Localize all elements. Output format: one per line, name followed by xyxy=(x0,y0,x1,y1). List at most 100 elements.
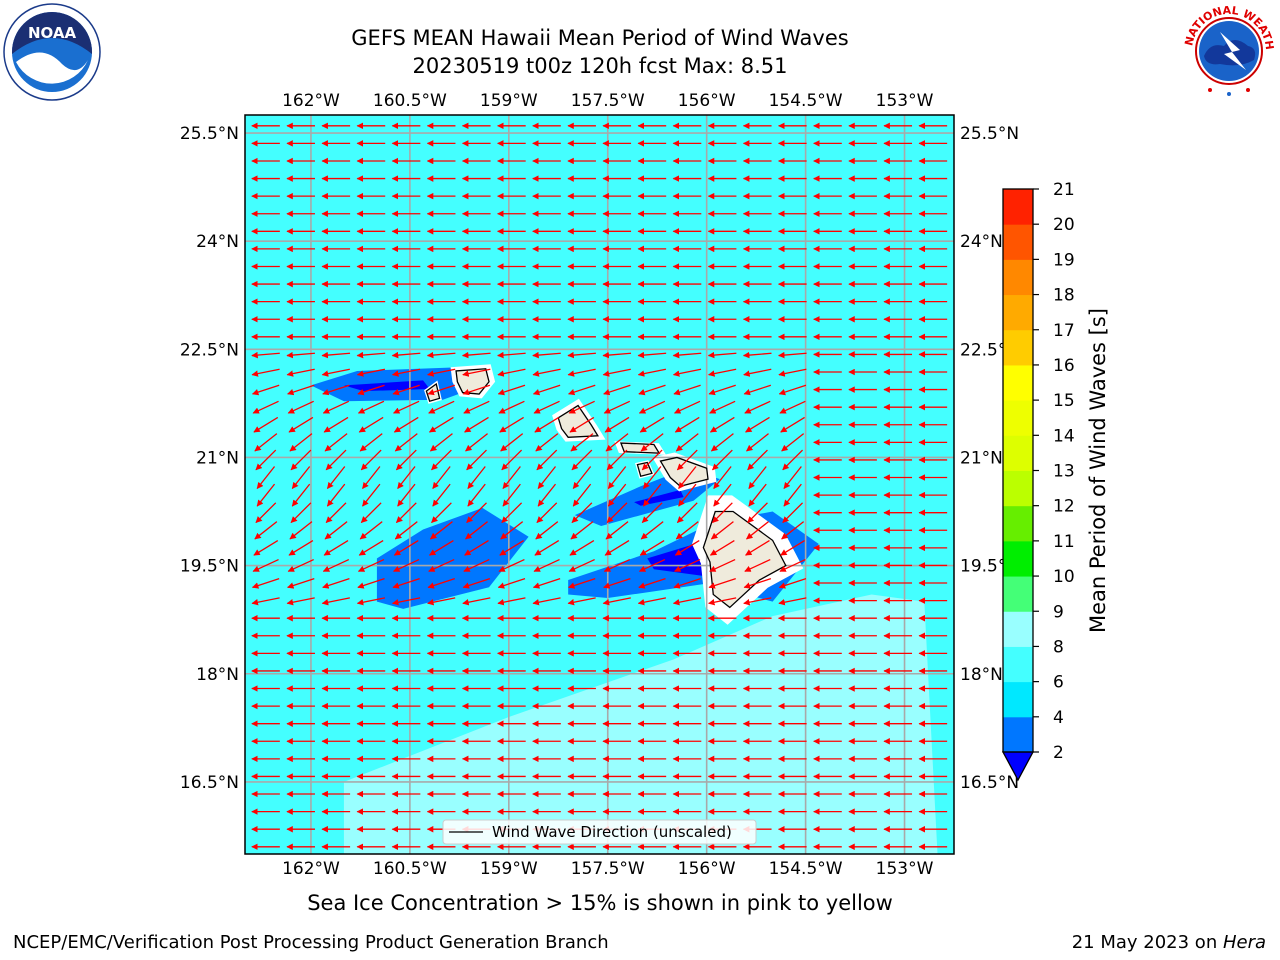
wind-wave-arrow xyxy=(360,449,382,471)
wind-wave-arrow xyxy=(463,400,490,414)
footer-left: NCEP/EMC/Verification Post Processing Pr… xyxy=(13,932,609,953)
colorbar-segment xyxy=(1003,716,1033,753)
wind-wave-arrow xyxy=(778,578,807,589)
wind-wave-arrow xyxy=(710,521,734,540)
wind-wave-arrow xyxy=(674,400,701,414)
x-tick-label-top: 154.5°W xyxy=(769,91,843,111)
wind-wave-arrow xyxy=(465,433,488,452)
wind-wave-arrow xyxy=(745,539,770,556)
island-hawaii xyxy=(702,510,787,609)
wind-wave-arrow xyxy=(462,384,491,396)
y-tick-label-left: 21°N xyxy=(196,448,239,468)
wind-wave-arrow xyxy=(356,597,386,606)
chart-title-line1: GEFS MEAN Hawaii Mean Period of Wind Wav… xyxy=(351,26,849,50)
wind-wave-arrow xyxy=(251,351,280,359)
colorbar-tick-label: 18 xyxy=(1053,286,1075,306)
wind-wave-arrow xyxy=(256,483,276,507)
wind-wave-arrow xyxy=(744,558,771,572)
y-tick-label-left: 19.5°N xyxy=(180,557,239,577)
wind-wave-arrow xyxy=(323,539,349,556)
colorbar-label: Mean Period of Wind Waves [s] xyxy=(1086,308,1110,633)
nws-logo: NATIONAL WEATHER SERVICE xyxy=(1176,0,1278,100)
wind-wave-arrow xyxy=(537,466,557,489)
wind-wave-arrow xyxy=(638,558,666,572)
wind-wave-arrow xyxy=(501,502,523,524)
colorbar-segment xyxy=(1003,259,1033,296)
x-tick-label-bottom: 153°W xyxy=(876,859,934,879)
wind-wave-arrow xyxy=(462,597,491,606)
wind-wave-arrow xyxy=(393,416,419,433)
colorbar-segment xyxy=(1003,329,1033,366)
wind-wave-arrow xyxy=(429,433,453,452)
colorbar-tick-label: 16 xyxy=(1053,356,1075,376)
wind-wave-arrow xyxy=(431,502,452,524)
wind-wave-arrow xyxy=(742,351,772,359)
wind-wave-arrow xyxy=(324,521,348,540)
wind-wave-arrow xyxy=(606,449,628,471)
wind-wave-arrow xyxy=(393,539,419,556)
colorbar-segment xyxy=(1003,576,1033,612)
wind-wave-arrow xyxy=(427,368,456,377)
wind-wave-arrow xyxy=(638,384,666,396)
wind-wave-arrow xyxy=(748,466,767,489)
x-tick-label-top: 157.5°W xyxy=(571,91,645,111)
colorbar-segment xyxy=(1003,224,1033,260)
wind-wave-arrow xyxy=(498,400,525,414)
colorbar-segment xyxy=(1003,540,1033,577)
wind-wave-arrow xyxy=(362,483,381,507)
wind-wave-arrow xyxy=(255,502,277,524)
wind-wave-arrow xyxy=(602,597,631,606)
footer-right: 21 May 2023 on Hera xyxy=(1072,932,1266,953)
wind-wave-arrow xyxy=(462,578,491,589)
wind-wave-arrow xyxy=(394,433,418,452)
wind-wave-arrow xyxy=(251,368,280,377)
wind-wave-arrow xyxy=(572,466,592,489)
wind-wave-arrow xyxy=(357,578,385,589)
island-oahu xyxy=(557,404,599,438)
colorbar-segment xyxy=(1003,364,1033,401)
wind-wave-arrow xyxy=(499,416,524,433)
wind-wave-arrow xyxy=(678,483,697,507)
sea-ice-note: Sea Ice Concentration > 15% is shown in … xyxy=(307,891,893,915)
wind-wave-arrow xyxy=(427,384,455,396)
wind-wave-arrow xyxy=(604,416,630,433)
wind-wave-arrow xyxy=(391,351,421,359)
wind-wave-arrow xyxy=(642,466,662,489)
colorbar-segment xyxy=(1003,470,1033,507)
wind-wave-arrow xyxy=(356,351,386,359)
wind-wave-arrow xyxy=(712,449,733,471)
wind-wave-arrow xyxy=(322,384,350,396)
wind-wave-arrow xyxy=(778,351,807,359)
wind-wave-arrow xyxy=(287,578,315,589)
wind-wave-arrow xyxy=(288,416,314,433)
wind-wave-arrow xyxy=(781,433,805,452)
wind-wave-arrow xyxy=(603,384,631,396)
wind-wave-arrow xyxy=(570,433,594,452)
wind-wave-arrow xyxy=(676,502,698,524)
wind-wave-arrow xyxy=(603,578,631,589)
colorbar-tick-label: 8 xyxy=(1053,637,1064,657)
wind-wave-arrow xyxy=(286,368,315,377)
y-tick-label-right: 16.5°N xyxy=(960,773,1019,793)
colorbar-segment xyxy=(1003,681,1033,718)
wind-wave-arrow xyxy=(709,400,736,414)
wind-wave-arrow xyxy=(395,502,417,524)
y-tick-label-right: 25.5°N xyxy=(960,124,1019,144)
noaa-logo: NOAA xyxy=(2,2,102,102)
wind-wave-arrow xyxy=(252,400,279,414)
wind-wave-arrow xyxy=(359,521,383,540)
island-maui xyxy=(659,456,709,488)
wind-wave-arrow xyxy=(570,521,594,540)
colorbar-tick-label: 6 xyxy=(1053,673,1064,693)
wind-wave-arrow xyxy=(322,558,350,572)
wind-wave-arrow xyxy=(709,539,735,556)
wind-wave-arrow xyxy=(392,384,420,396)
wind-wave-arrow xyxy=(674,558,701,572)
colorbar-tick-label: 10 xyxy=(1053,567,1075,587)
island-molokai xyxy=(619,442,661,454)
wind-wave-arrow xyxy=(568,384,596,396)
wind-wave-arrow xyxy=(432,466,451,489)
wind-wave-arrow xyxy=(499,539,524,556)
wind-wave-arrow xyxy=(466,449,487,471)
wind-wave-arrow xyxy=(254,521,278,540)
